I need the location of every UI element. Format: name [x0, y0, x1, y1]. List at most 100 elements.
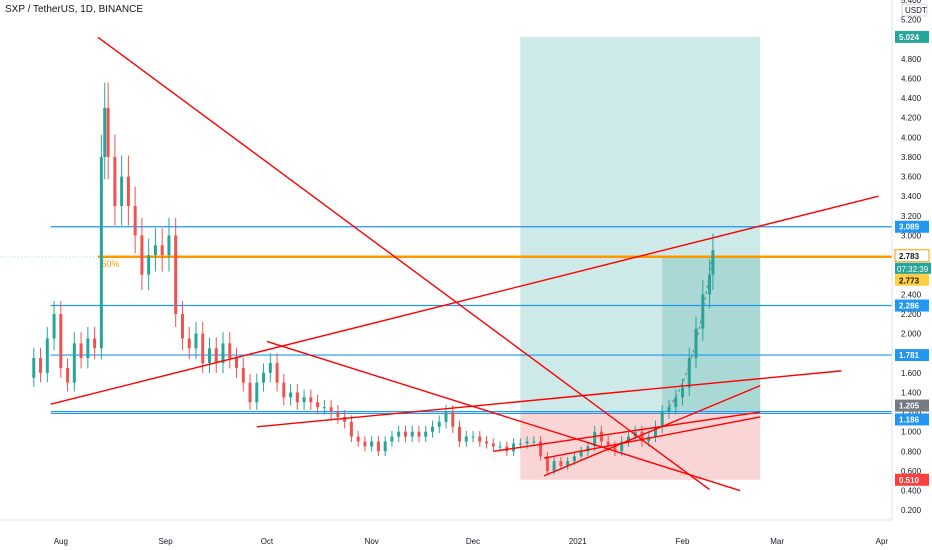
candle-body	[512, 443, 516, 452]
candle-body	[498, 446, 502, 448]
price-label-box	[895, 299, 929, 312]
y-tick-label: 3.400	[901, 192, 922, 201]
candle-body	[566, 461, 570, 467]
price-label-text: 2.286	[899, 302, 920, 311]
candle-body	[674, 397, 678, 408]
candle-body	[464, 436, 468, 442]
time-axis-background	[0, 520, 932, 550]
x-tick-label: Aug	[54, 537, 68, 546]
candle-body	[349, 421, 353, 437]
candle-body	[207, 348, 211, 364]
candle-body	[221, 343, 225, 364]
candle-body	[545, 456, 549, 471]
chart-title: SXP / TetherUS, 1D, BINANCE	[5, 4, 144, 15]
x-tick-label: Dec	[466, 537, 480, 546]
candle-body	[451, 412, 455, 427]
candle-body	[295, 392, 299, 403]
candle-body	[343, 416, 347, 422]
target-zone	[520, 36, 761, 412]
candle-body	[647, 436, 651, 442]
y-tick-label: 0.400	[901, 487, 922, 496]
candle-body	[586, 446, 590, 452]
candle-body	[268, 363, 272, 373]
candle-body	[606, 441, 610, 447]
y-tick-label: 0.200	[901, 506, 922, 515]
candle-body	[410, 431, 414, 437]
y-tick-label: 5.200	[901, 16, 922, 25]
candle-body	[667, 407, 671, 413]
y-tick-label: 3.600	[901, 173, 922, 182]
candle-body	[93, 338, 97, 349]
candle-body	[518, 443, 522, 445]
candle-body	[180, 313, 184, 339]
y-tick-label: 4.400	[901, 94, 922, 103]
candle-body	[687, 358, 691, 388]
candle-body	[228, 343, 232, 359]
price-label-box	[895, 349, 929, 362]
candle-body	[167, 235, 171, 256]
countdown-text: 07:32:39	[897, 265, 929, 274]
y-tick-label: 3.000	[901, 231, 922, 240]
candle-body	[478, 436, 482, 442]
candle-body	[241, 367, 245, 383]
candle-body	[363, 441, 367, 447]
candle-body	[147, 255, 151, 275]
candle-body	[593, 431, 597, 447]
price-label-text: 1.186	[899, 415, 920, 424]
candle-body	[201, 333, 205, 364]
x-tick-label: 2021	[569, 537, 587, 546]
price-label-text: 3.089	[899, 223, 920, 232]
x-tick-label: Apr	[876, 537, 889, 546]
candle-body	[694, 328, 698, 359]
candle-body	[120, 176, 124, 207]
price-label-box	[894, 249, 930, 263]
candle-body	[282, 382, 286, 398]
candle-body	[430, 426, 434, 432]
candle-body	[539, 441, 543, 457]
candle-body	[417, 431, 421, 437]
y-tick-label: 1.600	[901, 369, 922, 378]
candle-body	[52, 313, 56, 339]
candle-body	[329, 407, 333, 413]
candle-body	[572, 456, 576, 462]
candle-body	[194, 333, 198, 349]
candle-body	[289, 392, 293, 398]
candle-body	[235, 358, 239, 368]
countdown-box	[895, 262, 931, 274]
candle-body	[437, 421, 441, 427]
fib-label: 50%	[101, 259, 119, 269]
candle-body	[458, 426, 462, 442]
candle-body	[424, 431, 428, 437]
y-tick-label: 1.200	[901, 408, 922, 417]
candle-body	[491, 443, 495, 447]
trendline	[543, 416, 761, 459]
y-tick-label: 4.200	[901, 114, 922, 123]
candle-body	[103, 107, 107, 157]
candle-body	[653, 426, 657, 437]
candle-body	[214, 348, 218, 364]
y-tick-label: 4.800	[901, 55, 922, 64]
price-label-box	[895, 30, 929, 43]
candle-body	[66, 367, 70, 383]
candle-body	[140, 235, 144, 275]
y-tick-label: 0.800	[901, 447, 922, 456]
trendline	[97, 36, 710, 491]
candle-body	[322, 407, 326, 409]
candle-body	[336, 412, 340, 417]
candle-body	[620, 441, 624, 452]
candle-body	[525, 441, 529, 444]
candle-body	[613, 446, 617, 452]
y-tick-label: 1.400	[901, 388, 922, 397]
x-tick-label: Nov	[365, 537, 379, 546]
candle-body	[86, 338, 90, 359]
candle-body	[106, 107, 110, 157]
trendline	[256, 370, 842, 428]
candle-body	[397, 431, 401, 437]
candle-body	[356, 436, 360, 442]
candle-body	[444, 412, 448, 422]
candle-body	[126, 176, 130, 207]
candle-body	[248, 382, 252, 403]
candle-body	[79, 343, 83, 359]
candle-body	[681, 387, 685, 398]
